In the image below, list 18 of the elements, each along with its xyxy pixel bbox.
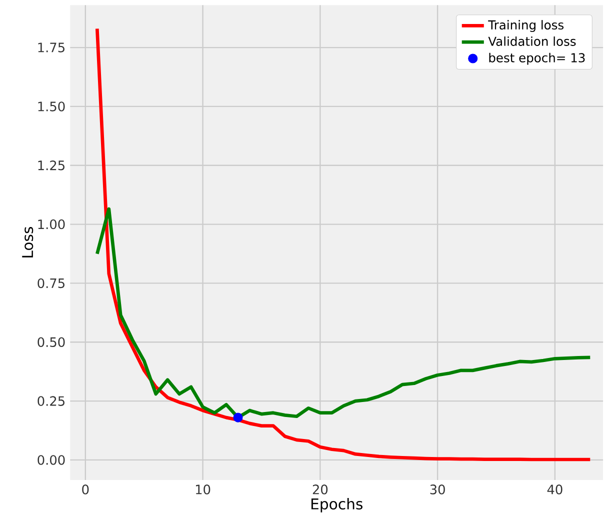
x-tick-label: 10 (196, 484, 210, 494)
legend-label: best epoch= 13 (489, 52, 585, 65)
legend-label: Validation loss (488, 36, 576, 46)
x-tick-label: 0 (82, 484, 89, 494)
y-tick-label: 1.25 (38, 160, 64, 170)
y-tick-label: 1.75 (38, 42, 64, 52)
y-tick-label: 1.50 (38, 102, 65, 112)
y-tick-label: 0.00 (38, 455, 65, 465)
x-tick-label: 40 (547, 484, 562, 494)
y-tick-label: 0.25 (38, 396, 64, 406)
x-tick-label: 20 (312, 484, 328, 494)
y-axis-title: Loss (22, 226, 34, 258)
x-axis-title: Epochs (311, 498, 362, 512)
legend-label: Training loss (488, 20, 564, 32)
y-tick-label: 1.00 (38, 219, 65, 230)
x-tick-label: 30 (430, 484, 445, 494)
y-tick-label: 0.75 (38, 278, 64, 288)
y-tick-label: 0.50 (38, 337, 65, 347)
